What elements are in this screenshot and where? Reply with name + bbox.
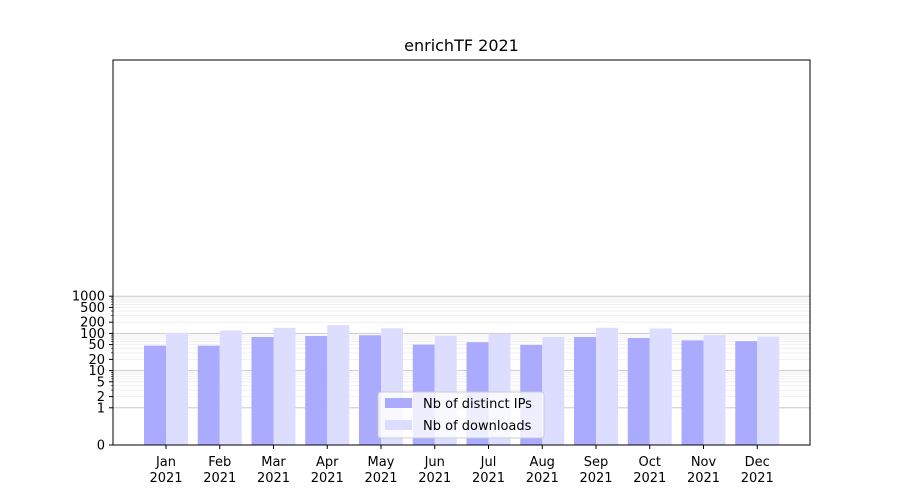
x-tick-label-month: Mar bbox=[261, 455, 286, 470]
bar-distinct-ips-dec bbox=[735, 341, 758, 445]
x-tick-label-year: 2021 bbox=[526, 471, 559, 486]
x-tick-label-year: 2021 bbox=[418, 471, 451, 486]
x-tick-label-year: 2021 bbox=[579, 471, 612, 486]
bar-distinct-ips-may bbox=[359, 335, 381, 445]
x-tick-label-month: Nov bbox=[691, 455, 717, 470]
bar-distinct-ips-jan bbox=[144, 345, 166, 445]
bar-downloads-aug bbox=[542, 337, 565, 445]
x-tick-label-month: Dec bbox=[745, 455, 770, 470]
x-tick-label-month: Aug bbox=[530, 455, 555, 470]
bar-downloads-sep bbox=[596, 327, 618, 445]
y-tick-label: 10 bbox=[88, 364, 105, 379]
x-tick-label-month: Apr bbox=[316, 455, 339, 470]
axes bbox=[112, 59, 811, 446]
legend-swatch-downloads bbox=[385, 420, 412, 430]
x-tick-label-year: 2021 bbox=[257, 471, 290, 486]
plot-frame bbox=[112, 59, 811, 446]
x-tick-label-year: 2021 bbox=[741, 471, 774, 486]
bar-distinct-ips-apr bbox=[305, 336, 328, 445]
bar-downloads-mar bbox=[273, 327, 296, 445]
y-tick-label: 50 bbox=[88, 338, 105, 353]
y-tick-label: 5 bbox=[97, 375, 105, 390]
y-tick-label: 1 bbox=[97, 401, 105, 416]
chart-title: enrichTF 2021 bbox=[404, 36, 519, 55]
x-axis-ticks: Jan2021Feb2021Mar2021Apr2021May2021Jun20… bbox=[149, 445, 774, 486]
x-tick-label-year: 2021 bbox=[472, 471, 505, 486]
y-tick-label: 100 bbox=[80, 327, 105, 342]
x-tick-label-month: Oct bbox=[639, 455, 661, 470]
x-tick-label-month: Jul bbox=[480, 455, 497, 470]
x-tick-label-year: 2021 bbox=[633, 471, 666, 486]
x-tick-label-month: Jan bbox=[155, 455, 176, 470]
bar-downloads-dec bbox=[757, 336, 780, 445]
x-tick-label-year: 2021 bbox=[364, 471, 397, 486]
x-tick-label-year: 2021 bbox=[203, 471, 236, 486]
x-tick-label-year: 2021 bbox=[149, 471, 182, 486]
legend-label-downloads: Nb of downloads bbox=[423, 419, 532, 434]
y-tick-label: 0 bbox=[97, 439, 105, 454]
legend-box bbox=[377, 391, 545, 439]
x-tick-label-year: 2021 bbox=[311, 471, 344, 486]
legend-label-distinct-ips: Nb of distinct IPs bbox=[423, 397, 532, 412]
x-tick-label-month: Sep bbox=[584, 455, 609, 470]
bar-downloads-feb bbox=[219, 330, 242, 445]
bar-downloads-oct bbox=[649, 328, 672, 445]
x-tick-label-month: Feb bbox=[208, 455, 231, 470]
bar-distinct-ips-mar bbox=[251, 337, 274, 445]
bar-distinct-ips-sep bbox=[574, 337, 596, 445]
y-tick-label: 200 bbox=[80, 316, 105, 331]
y-tick-label: 1000 bbox=[72, 290, 105, 305]
y-tick-label: 20 bbox=[88, 353, 105, 368]
x-tick-label-month: May bbox=[368, 455, 395, 470]
legend-swatch-distinct-ips bbox=[385, 398, 412, 408]
bar-downloads-jan bbox=[166, 332, 188, 445]
bar-downloads-apr bbox=[327, 325, 350, 445]
legend: Nb of distinct IPs Nb of downloads bbox=[377, 391, 545, 439]
y-tick-label: 500 bbox=[80, 301, 105, 316]
y-tick-label: 2 bbox=[97, 390, 105, 405]
bar-distinct-ips-feb bbox=[197, 345, 220, 445]
bar-distinct-ips-oct bbox=[627, 338, 650, 445]
x-tick-label-year: 2021 bbox=[687, 471, 720, 486]
bar-downloads-nov bbox=[703, 335, 726, 445]
bar-distinct-ips-nov bbox=[681, 340, 704, 445]
x-tick-label-month: Jun bbox=[424, 455, 445, 470]
